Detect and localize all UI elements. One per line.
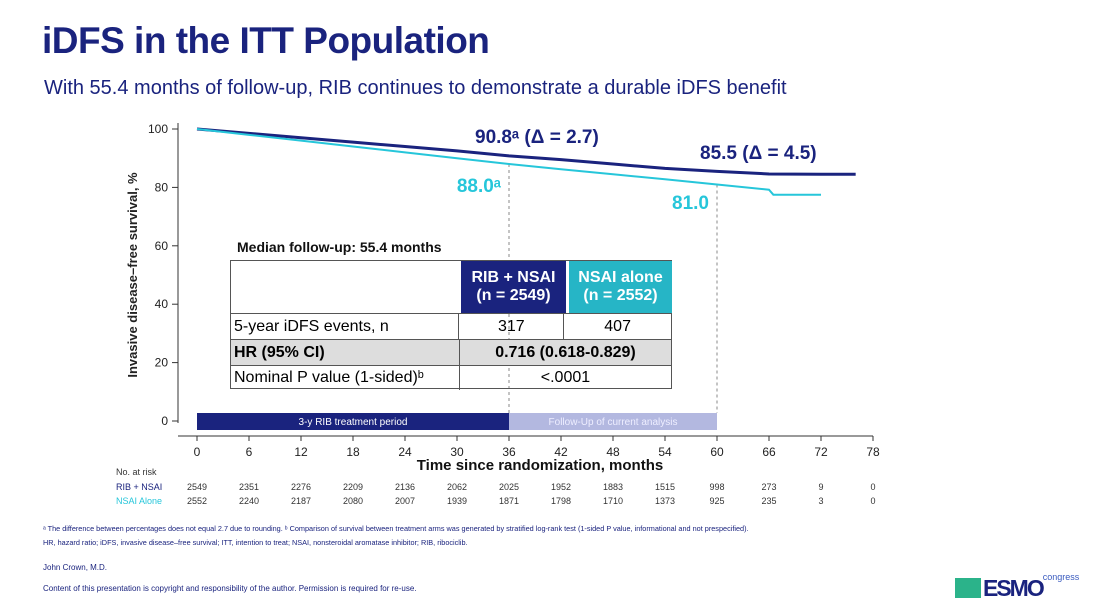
period-bar-label: 3-y RIB treatment period [299,417,408,428]
header-rib-nsai: RIB + NSAI (n = 2549) [461,261,566,313]
header-rib-line2: (n = 2549) [476,287,551,304]
row-label: 5-year iDFS events, n [234,317,389,335]
esmo-logo: ESMO congress [955,572,1079,601]
results-table: RIB + NSAI (n = 2549) NSAI alone (n = 25… [230,260,672,390]
table-row: HR (95% CI) 0.716 (0.618-0.829) [231,339,671,366]
row-value-rib: 317 [458,313,565,340]
row-label: HR (95% CI) [234,343,325,361]
x-tick-label: 30 [450,445,464,459]
x-tick-label: 42 [554,445,568,459]
table-row: Nominal P value (1-sided)ᵇ <.0001 [231,365,671,390]
y-tick-label: 60 [155,239,169,253]
header-nsai: NSAI alone (n = 2552) [569,261,672,313]
curve-rib-nsai [196,127,856,176]
x-tick-label: 36 [502,445,516,459]
x-tick-label: 24 [398,445,412,459]
table-row: 5-year iDFS events, n 317 407 [231,313,671,340]
x-tick-label: 54 [658,445,672,459]
logo-text: ESMO [983,575,1045,601]
header-rib-line1: RIB + NSAI [471,269,556,286]
footnote-2: HR, hazard ratio; iDFS, invasive disease… [43,538,468,547]
logo-badge [955,578,981,598]
row-value-merged: 0.716 (0.618-0.829) [458,339,671,366]
y-tick-label: 40 [155,297,169,311]
y-tick-label: 80 [155,180,169,194]
footnote-1: ᵃ The difference between percentages doe… [43,524,749,533]
y-tick-label: 100 [148,122,168,136]
header-nsai-line2: (n = 2552) [583,287,658,304]
logo-sup: congress [1042,572,1080,582]
annotation-label: 88.0ᵃ [457,176,502,197]
row-value-merged: <.0001 [458,365,671,390]
row-value-nsai: 407 [604,317,631,335]
x-tick-label: 48 [606,445,620,459]
copyright-note: Content of this presentation is copyrigh… [43,584,417,593]
x-tick-label: 60 [710,445,724,459]
x-tick-label: 12 [294,445,308,459]
table-caption: Median follow-up: 55.4 months [237,239,442,255]
curve-nsai-alone [196,128,821,196]
x-tick-label: 0 [194,445,201,459]
author: John Crown, M.D. [43,563,108,572]
y-axis-label: Invasive disease–free survival, % [125,172,140,378]
slide-subtitle: With 55.4 months of follow-up, RIB conti… [44,77,787,99]
x-tick-label: 78 [866,445,880,459]
x-tick-label: 18 [346,445,360,459]
period-bar [197,413,509,430]
annotation-label: 90.8ᵃ (Δ = 2.7) [475,127,599,148]
period-bar [509,413,717,430]
x-tick-label: 72 [814,445,828,459]
period-bar-label: Follow-Up of current analysis [549,417,678,428]
y-tick-label: 0 [161,414,168,428]
slide-title: iDFS in the ITT Population [42,20,490,61]
annotation-label: 81.0 [672,193,709,214]
header-nsai-line1: NSAI alone [578,269,663,286]
y-tick-label: 20 [155,356,169,370]
x-tick-label: 66 [762,445,776,459]
row-label: Nominal P value (1-sided)ᵇ [234,368,424,386]
x-axis-label: Time since randomization, months [417,457,663,474]
x-tick-label: 6 [246,445,253,459]
annotation-label: 85.5 (Δ = 4.5) [700,143,817,164]
